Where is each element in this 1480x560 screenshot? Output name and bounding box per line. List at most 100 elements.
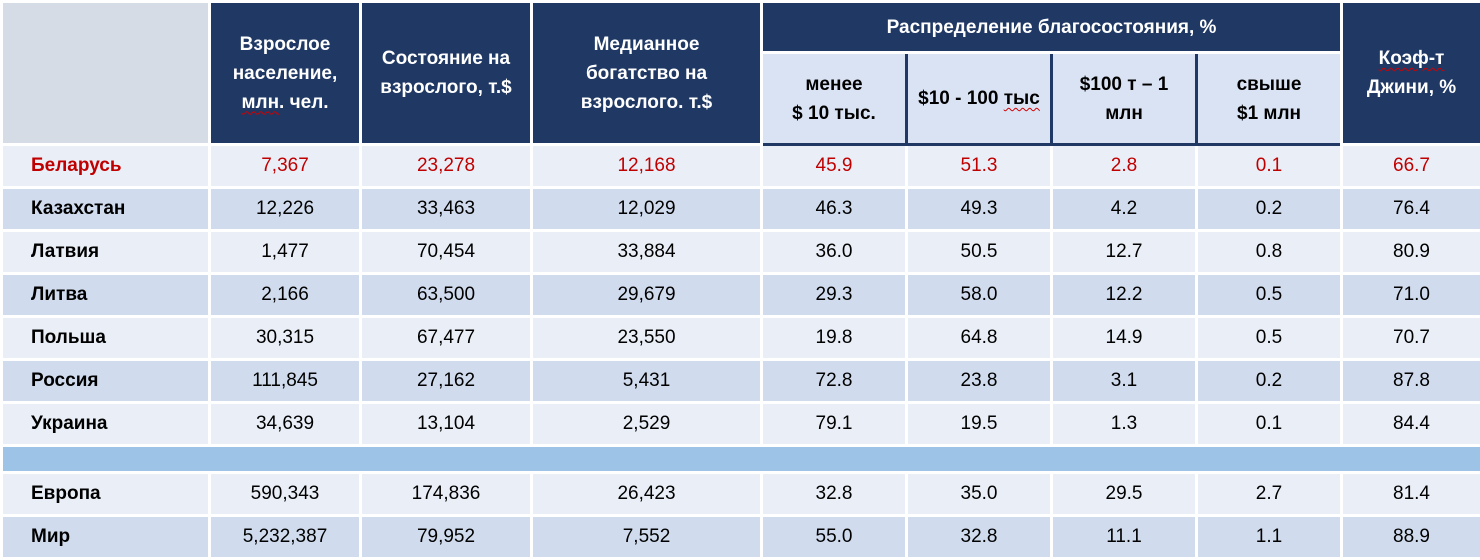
cell-gini: 66.7	[1342, 145, 1480, 188]
header-wealth-per-adult: Состояние на взрослого, т.$	[361, 2, 532, 145]
cell-d1: 46.3	[762, 188, 907, 231]
header-text: Джини, %	[1367, 77, 1456, 98]
table-row: Европа 590,343 174,836 26,423 32.8 35.0 …	[2, 473, 1480, 516]
cell-pop: 1,477	[210, 231, 361, 274]
cell-pop: 12,226	[210, 188, 361, 231]
cell-d2: 32.8	[907, 516, 1052, 559]
cell-d4: 0.5	[1197, 317, 1342, 360]
cell-wealth: 13,104	[361, 403, 532, 446]
header-text: . чел.	[279, 92, 329, 113]
cell-median: 7,552	[532, 516, 762, 559]
cell-pop: 2,166	[210, 274, 361, 317]
cell-d2: 50.5	[907, 231, 1052, 274]
header-text: свыше	[1237, 74, 1302, 95]
cell-d2: 58.0	[907, 274, 1052, 317]
cell-d4: 0.1	[1197, 145, 1342, 188]
header-text: менее	[805, 74, 862, 95]
country-cell: Польша	[2, 317, 210, 360]
table-body: Беларусь 7,367 23,278 12,168 45.9 51.3 2…	[2, 145, 1480, 559]
cell-pop: 30,315	[210, 317, 361, 360]
table-row: Казахстан 12,226 33,463 12,029 46.3 49.3…	[2, 188, 1480, 231]
cell-pop: 7,367	[210, 145, 361, 188]
cell-d1: 45.9	[762, 145, 907, 188]
cell-d3: 1.3	[1052, 403, 1197, 446]
header-text: $100 т – 1	[1080, 74, 1169, 95]
cell-pop: 111,845	[210, 360, 361, 403]
cell-d3: 4.2	[1052, 188, 1197, 231]
cell-d4: 0.2	[1197, 188, 1342, 231]
cell-d3: 14.9	[1052, 317, 1197, 360]
country-cell: Украина	[2, 403, 210, 446]
cell-d1: 72.8	[762, 360, 907, 403]
cell-median: 12,168	[532, 145, 762, 188]
header-text: взрослого. т.$	[581, 92, 712, 113]
cell-d2: 19.5	[907, 403, 1052, 446]
cell-gini: 88.9	[1342, 516, 1480, 559]
cell-wealth: 70,454	[361, 231, 532, 274]
cell-wealth: 23,278	[361, 145, 532, 188]
table-header: Взрослое население, млн. чел. Состояние …	[2, 2, 1480, 145]
header-text: Взрослое	[240, 34, 331, 55]
cell-d4: 0.8	[1197, 231, 1342, 274]
corner-cell	[2, 2, 210, 145]
header-text: Коэф-т	[1379, 48, 1445, 69]
cell-d4: 1.1	[1197, 516, 1342, 559]
header-10k-100k: $10 - 100 тыс	[907, 53, 1052, 145]
cell-d2: 51.3	[907, 145, 1052, 188]
header-over-1m: свыше $1 млн	[1197, 53, 1342, 145]
cell-median: 33,884	[532, 231, 762, 274]
header-text: млн	[1105, 103, 1143, 124]
country-cell: Россия	[2, 360, 210, 403]
cell-d2: 49.3	[907, 188, 1052, 231]
cell-wealth: 79,952	[361, 516, 532, 559]
cell-pop: 5,232,387	[210, 516, 361, 559]
header-text: тыс	[1004, 88, 1040, 109]
header-adult-population: Взрослое население, млн. чел.	[210, 2, 361, 145]
table-row: Латвия 1,477 70,454 33,884 36.0 50.5 12.…	[2, 231, 1480, 274]
cell-wealth: 174,836	[361, 473, 532, 516]
cell-pop: 590,343	[210, 473, 361, 516]
cell-d4: 0.2	[1197, 360, 1342, 403]
table-row: Россия 111,845 27,162 5,431 72.8 23.8 3.…	[2, 360, 1480, 403]
cell-gini: 87.8	[1342, 360, 1480, 403]
table-row: Украина 34,639 13,104 2,529 79.1 19.5 1.…	[2, 403, 1480, 446]
header-text: $10 - 100	[918, 88, 1004, 109]
cell-gini: 76.4	[1342, 188, 1480, 231]
cell-gini: 81.4	[1342, 473, 1480, 516]
cell-d3: 2.8	[1052, 145, 1197, 188]
cell-d3: 29.5	[1052, 473, 1197, 516]
country-cell: Беларусь	[2, 145, 210, 188]
cell-median: 26,423	[532, 473, 762, 516]
cell-pop: 34,639	[210, 403, 361, 446]
header-text: Медианное	[594, 34, 700, 55]
spacer-cell	[2, 446, 1480, 473]
cell-d2: 35.0	[907, 473, 1052, 516]
table-row: Мир 5,232,387 79,952 7,552 55.0 32.8 11.…	[2, 516, 1480, 559]
cell-median: 12,029	[532, 188, 762, 231]
cell-d1: 32.8	[762, 473, 907, 516]
header-text: взрослого, т.$	[380, 77, 511, 98]
table-row: Литва 2,166 63,500 29,679 29.3 58.0 12.2…	[2, 274, 1480, 317]
cell-d3: 12.7	[1052, 231, 1197, 274]
header-text: Состояние на	[382, 48, 510, 69]
cell-gini: 80.9	[1342, 231, 1480, 274]
country-cell: Латвия	[2, 231, 210, 274]
cell-wealth: 63,500	[361, 274, 532, 317]
cell-median: 5,431	[532, 360, 762, 403]
cell-d1: 36.0	[762, 231, 907, 274]
cell-d1: 29.3	[762, 274, 907, 317]
header-text: богатство на	[586, 63, 707, 84]
cell-d1: 19.8	[762, 317, 907, 360]
country-cell: Европа	[2, 473, 210, 516]
cell-median: 2,529	[532, 403, 762, 446]
header-median-wealth: Медианное богатство на взрослого. т.$	[532, 2, 762, 145]
cell-d1: 79.1	[762, 403, 907, 446]
cell-d4: 2.7	[1197, 473, 1342, 516]
table-row: Беларусь 7,367 23,278 12,168 45.9 51.3 2…	[2, 145, 1480, 188]
cell-d3: 11.1	[1052, 516, 1197, 559]
cell-d3: 3.1	[1052, 360, 1197, 403]
header-text: млн	[241, 92, 279, 113]
cell-d2: 23.8	[907, 360, 1052, 403]
cell-median: 23,550	[532, 317, 762, 360]
